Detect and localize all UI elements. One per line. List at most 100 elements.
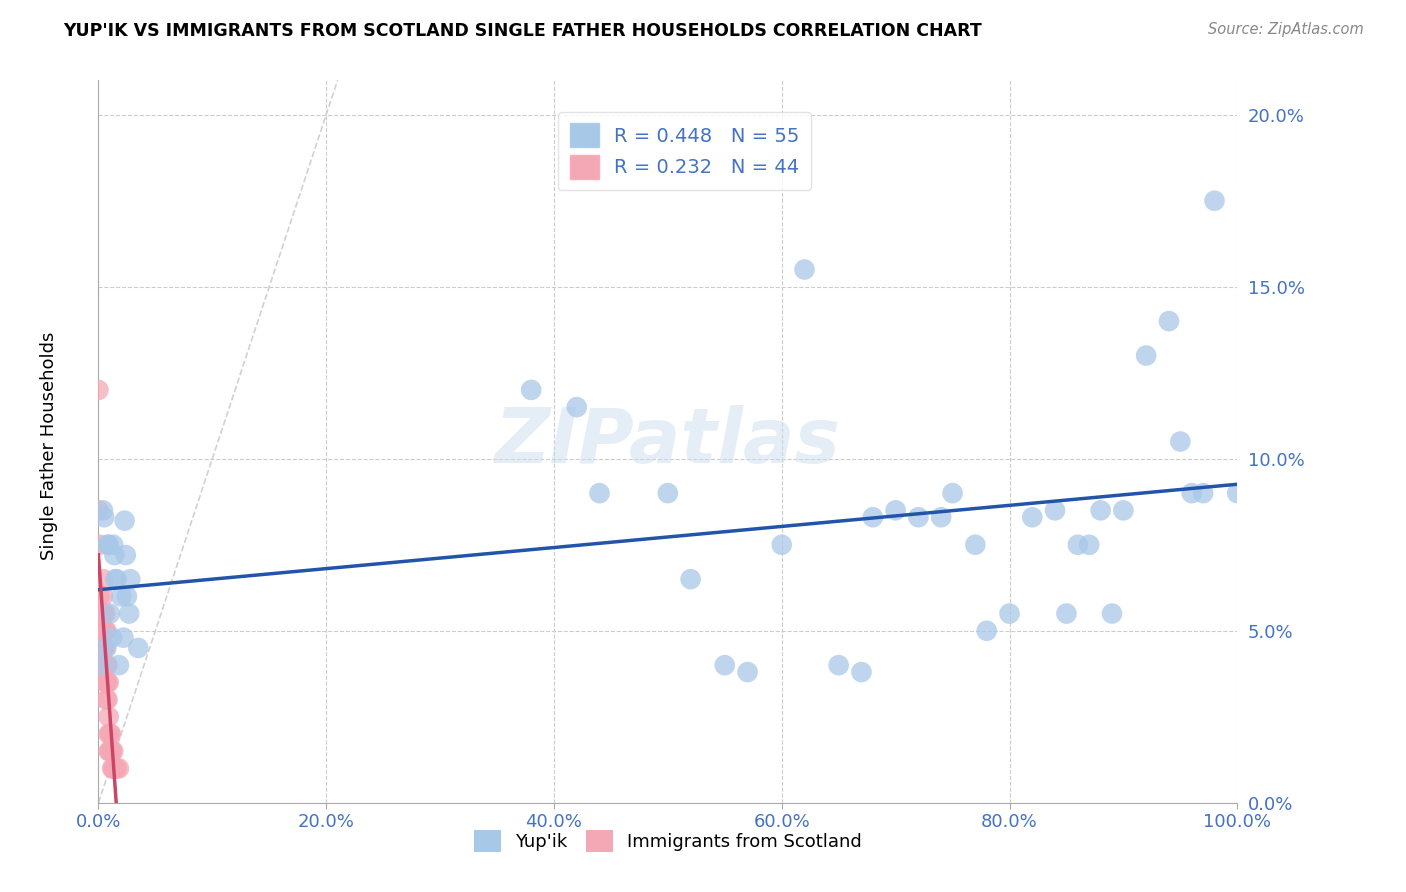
Point <box>93 607 115 621</box>
Point <box>1054 607 1078 621</box>
Point <box>94 658 117 673</box>
Point <box>120 572 142 586</box>
Point <box>96 658 118 673</box>
Point <box>96 675 118 690</box>
Point <box>97 538 120 552</box>
Point <box>90 658 112 673</box>
Text: ZIPatlas: ZIPatlas <box>495 405 841 478</box>
Point <box>114 514 136 528</box>
Point <box>96 675 118 690</box>
Point <box>1181 486 1204 500</box>
Legend: Yup'ik, Immigrants from Scotland: Yup'ik, Immigrants from Scotland <box>467 822 869 859</box>
Point <box>90 607 112 621</box>
Point <box>105 761 128 775</box>
Point <box>118 607 141 621</box>
Text: Source: ZipAtlas.com: Source: ZipAtlas.com <box>1208 22 1364 37</box>
Point <box>907 510 929 524</box>
Point <box>96 692 118 706</box>
Point <box>976 624 998 638</box>
Text: Single Father Households: Single Father Households <box>41 332 58 560</box>
Point <box>862 510 884 524</box>
Point <box>1090 503 1112 517</box>
Point <box>1170 434 1192 449</box>
Point <box>93 510 115 524</box>
Point <box>91 572 114 586</box>
Point <box>96 640 118 655</box>
Point <box>770 538 793 552</box>
Point <box>96 658 118 673</box>
Point <box>89 590 111 604</box>
Point <box>103 548 125 562</box>
Point <box>97 710 120 724</box>
Point <box>97 727 120 741</box>
Point <box>101 761 124 775</box>
Point <box>93 658 115 673</box>
Point <box>89 538 111 552</box>
Point <box>1112 503 1135 517</box>
Point <box>94 640 117 655</box>
Point <box>114 548 136 562</box>
Point <box>1101 607 1123 621</box>
Point <box>100 727 122 741</box>
Point <box>98 744 121 758</box>
Point <box>942 486 965 500</box>
Point <box>98 607 121 621</box>
Point <box>115 590 138 604</box>
Point <box>93 624 115 638</box>
Point <box>998 607 1021 621</box>
Point <box>588 486 610 500</box>
Point <box>90 607 112 621</box>
Point <box>90 624 112 638</box>
Point <box>679 572 702 586</box>
Point <box>97 744 120 758</box>
Point <box>1043 503 1066 517</box>
Point <box>851 665 873 679</box>
Point <box>94 624 117 638</box>
Point <box>91 503 114 517</box>
Point <box>94 675 117 690</box>
Point <box>89 658 111 673</box>
Point <box>101 631 124 645</box>
Point <box>98 727 121 741</box>
Point <box>1078 538 1101 552</box>
Point <box>929 510 952 524</box>
Point <box>90 607 112 621</box>
Point <box>1067 538 1090 552</box>
Point <box>965 538 987 552</box>
Point <box>103 761 125 775</box>
Point <box>97 675 120 690</box>
Point <box>737 665 759 679</box>
Point <box>103 538 125 552</box>
Text: YUP'IK VS IMMIGRANTS FROM SCOTLAND SINGLE FATHER HOUSEHOLDS CORRELATION CHART: YUP'IK VS IMMIGRANTS FROM SCOTLAND SINGL… <box>63 22 981 40</box>
Point <box>1204 194 1226 208</box>
Point <box>793 262 815 277</box>
Point <box>93 640 115 655</box>
Point <box>828 658 851 673</box>
Point <box>1157 314 1180 328</box>
Point <box>101 744 124 758</box>
Point <box>104 761 127 775</box>
Point <box>87 383 110 397</box>
Point <box>100 744 122 758</box>
Point <box>127 640 149 655</box>
Point <box>520 383 543 397</box>
Point <box>1021 510 1043 524</box>
Point <box>108 658 131 673</box>
Point <box>96 624 118 638</box>
Point <box>112 631 135 645</box>
Point <box>104 572 127 586</box>
Point <box>87 503 110 517</box>
Point <box>1192 486 1215 500</box>
Point <box>90 624 112 638</box>
Point <box>103 744 125 758</box>
Point <box>108 761 131 775</box>
Point <box>565 400 588 414</box>
Point <box>91 590 114 604</box>
Point <box>103 761 125 775</box>
Point <box>96 538 118 552</box>
Point <box>884 503 907 517</box>
Point <box>657 486 679 500</box>
Point <box>105 572 128 586</box>
Point <box>1135 349 1157 363</box>
Point <box>110 590 132 604</box>
